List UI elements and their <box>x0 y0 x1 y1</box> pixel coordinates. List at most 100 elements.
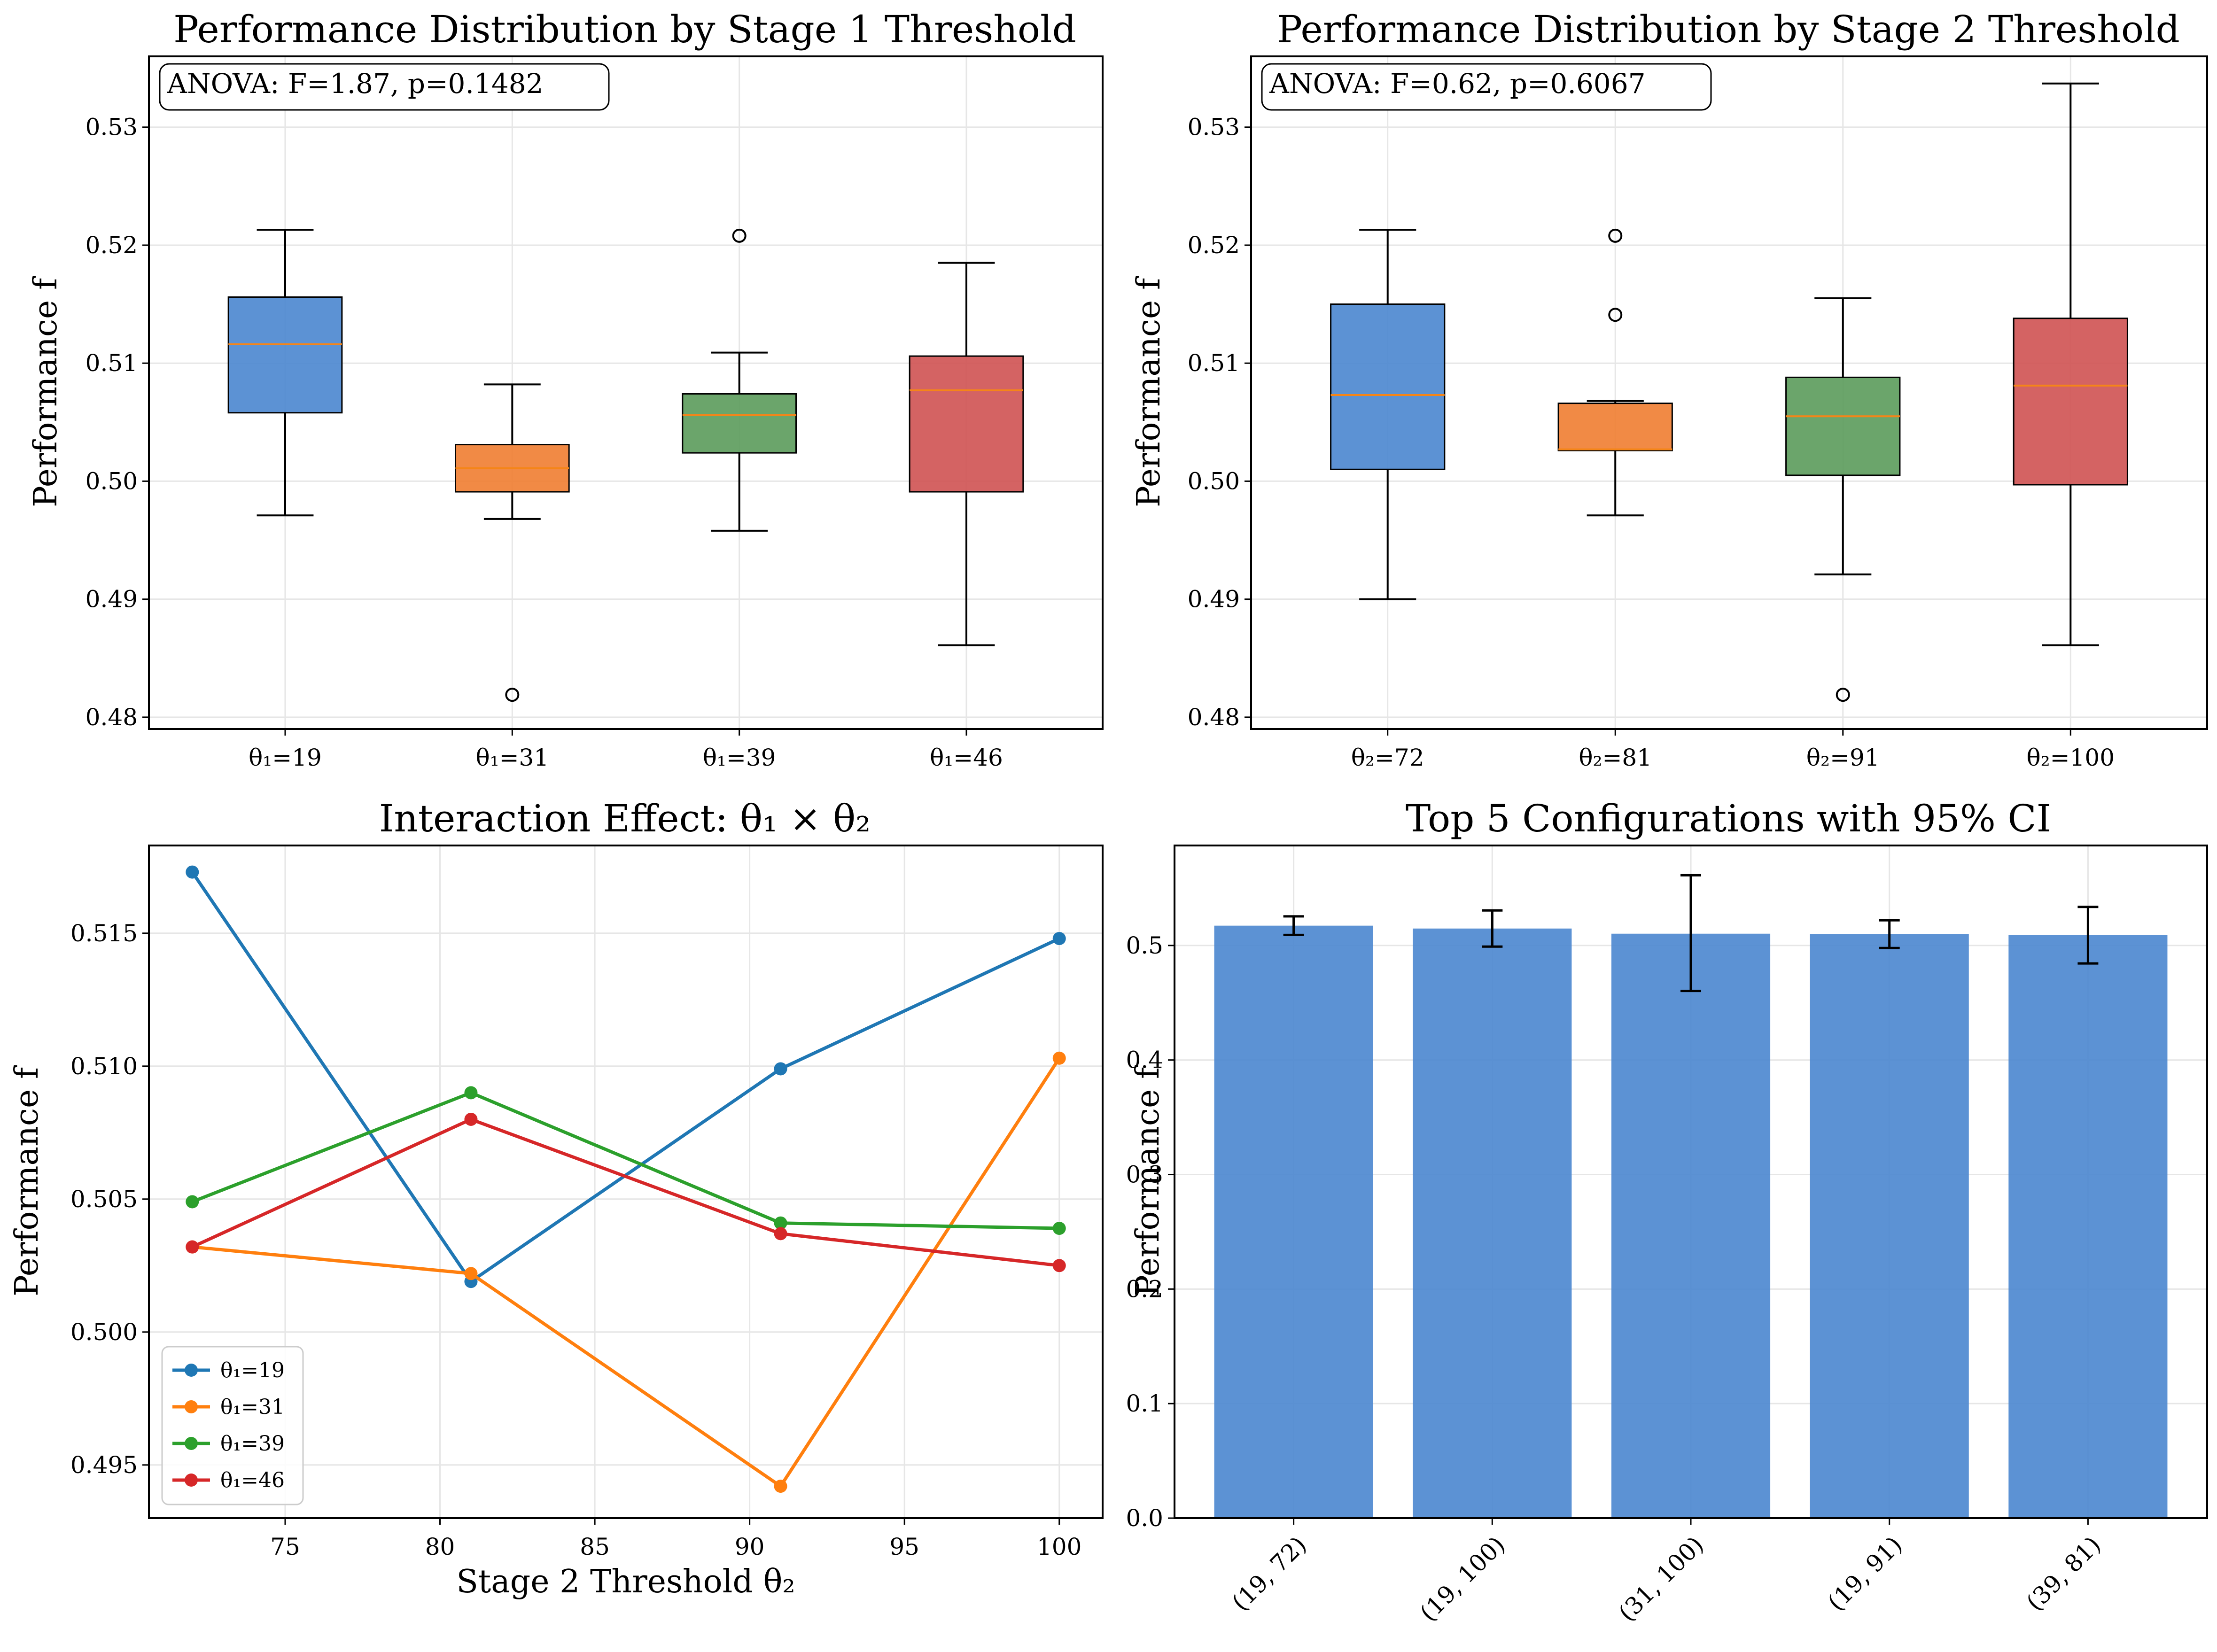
series-line-2 <box>186 1051 1066 1493</box>
panel4-yticks: 0.0 0.1 0.2 0.3 0.4 0.5 <box>1126 932 1175 1532</box>
series-point <box>464 1267 478 1280</box>
series-point <box>774 1216 787 1230</box>
series-point <box>774 1227 787 1241</box>
bar-rect <box>2008 935 2168 1518</box>
panel1-ylabel: Performance f <box>27 276 64 507</box>
ytick-label: 0.51 <box>86 349 138 377</box>
series-point <box>186 1240 199 1254</box>
ytick-label: 0.5 <box>1126 932 1163 959</box>
ytick-label: 0.48 <box>1188 704 1240 731</box>
panel3-ylabel: Performance f <box>8 1065 46 1296</box>
box-1 <box>1330 229 1446 600</box>
ytick-label: 0.505 <box>70 1186 138 1213</box>
box-body <box>909 355 1024 493</box>
xtick-label: 90 <box>735 1533 765 1560</box>
panel2-frame <box>1250 55 2208 730</box>
legend-item-4: θ₁=46 <box>172 1468 285 1492</box>
xtick-label: θ₂=72 <box>1351 744 1424 771</box>
box-2 <box>1557 228 1673 517</box>
box-3 <box>682 228 797 532</box>
legend-label: θ₁=19 <box>220 1358 285 1382</box>
bar-rect <box>1611 933 1771 1518</box>
series-point <box>1052 1051 1066 1065</box>
panel4-frame <box>1174 845 2208 1519</box>
panel1-anova-box: ANOVA: F=1.87, p=0.1482 <box>159 63 610 111</box>
legend-swatch-marker <box>185 1474 198 1487</box>
legend-item-2: θ₁=31 <box>172 1395 285 1419</box>
panel2-xticks: θ₂=72 θ₂=81 θ₂=91 θ₂=100 <box>1351 729 2115 771</box>
outlier-point <box>1836 688 1850 702</box>
xtick-label: 95 <box>889 1533 919 1560</box>
legend-swatch-marker <box>185 1364 198 1377</box>
xtick-label: 80 <box>425 1533 455 1560</box>
box-1 <box>227 229 343 517</box>
ytick-label: 0.495 <box>70 1451 138 1479</box>
legend-frame <box>161 1346 304 1505</box>
series-point <box>774 1062 787 1076</box>
panel2-ylabel: Performance f <box>1130 276 1167 507</box>
series-point <box>1052 1259 1066 1272</box>
panel-stage2-boxplot: Performance Distribution by Stage 2 Thre… <box>1130 8 2208 771</box>
xtick-label: θ₁=39 <box>703 744 776 771</box>
ytick-label: 0.53 <box>86 114 138 141</box>
series-point <box>774 1480 787 1493</box>
legend-label: θ₁=39 <box>220 1432 285 1456</box>
series-point <box>464 1112 478 1126</box>
legend-item-1: θ₁=19 <box>172 1358 285 1382</box>
xtick-label: 85 <box>580 1533 610 1560</box>
bar-5 <box>2008 906 2168 1518</box>
ytick-label: 0.50 <box>1188 467 1240 495</box>
xtick-label: θ₁=19 <box>249 744 322 771</box>
outlier-point <box>505 688 520 702</box>
box-2 <box>455 383 570 702</box>
bar-2 <box>1413 909 1572 1518</box>
panel-top5-bar: Top 5 Configurations with 95% CI 0.00.10… <box>1126 797 2208 1627</box>
outlier-point <box>1608 228 1623 243</box>
panel3-plot <box>186 865 1066 1493</box>
xtick-label: θ₁=31 <box>475 744 549 771</box>
panel1-xticks: θ₁=19 θ₁=31 θ₁=39 θ₁=46 <box>249 729 1003 771</box>
box-body <box>682 393 797 454</box>
outlier-point <box>732 228 747 243</box>
panel3-title: Interaction Effect: θ₁ × θ₂ <box>379 797 871 840</box>
box-4 <box>2013 82 2128 646</box>
xtick-label: 100 <box>1037 1533 1081 1560</box>
box-3 <box>1785 297 1901 702</box>
xtick-label: θ₂=100 <box>2027 744 2115 771</box>
panel4-plot <box>1214 874 2168 1518</box>
series-point <box>1052 1222 1066 1235</box>
panel3-yticks: 0.495 0.500 0.505 0.510 0.515 <box>70 920 149 1479</box>
bar-rect <box>1810 934 1969 1518</box>
series-point <box>1052 932 1066 946</box>
ytick-label: 0.500 <box>70 1318 138 1346</box>
bar-1 <box>1214 915 1373 1518</box>
ytick-label: 0.51 <box>1188 349 1240 377</box>
xtick-label: θ₂=81 <box>1579 744 1652 771</box>
ytick-label: 0.510 <box>70 1053 138 1080</box>
panel2-anova-frame <box>1261 63 1712 111</box>
series-path <box>191 1117 1060 1267</box>
ytick-label: 0.49 <box>1188 586 1240 613</box>
series-path <box>192 1057 1061 1488</box>
ytick-label: 0.50 <box>86 467 138 495</box>
legend-label: θ₁=46 <box>220 1468 285 1492</box>
series-line-4 <box>186 1112 1066 1272</box>
panel3-frame <box>148 845 1104 1519</box>
panel2-plot <box>1330 82 2128 702</box>
panel2-title: Performance Distribution by Stage 2 Thre… <box>1277 8 2180 51</box>
ytick-label: 0.1 <box>1126 1390 1163 1417</box>
series-line-3 <box>186 1086 1066 1235</box>
legend-item-3: θ₁=39 <box>172 1432 285 1456</box>
bar-3 <box>1611 874 1771 1518</box>
panel1-anova-frame <box>159 63 610 111</box>
panel3-grid <box>149 845 1103 1518</box>
ytick-label: 0.48 <box>86 704 138 731</box>
panel2-yticks: 0.48 0.49 0.50 0.51 0.52 0.53 <box>1188 114 1251 731</box>
legend-label: θ₁=31 <box>220 1395 285 1419</box>
ytick-label: 0.3 <box>1126 1161 1163 1188</box>
legend-swatch-marker <box>185 1437 198 1450</box>
panel1-title: Performance Distribution by Stage 1 Thre… <box>173 8 1076 51</box>
box-body <box>1557 403 1673 451</box>
xtick-label: θ₂=91 <box>1806 744 1880 771</box>
